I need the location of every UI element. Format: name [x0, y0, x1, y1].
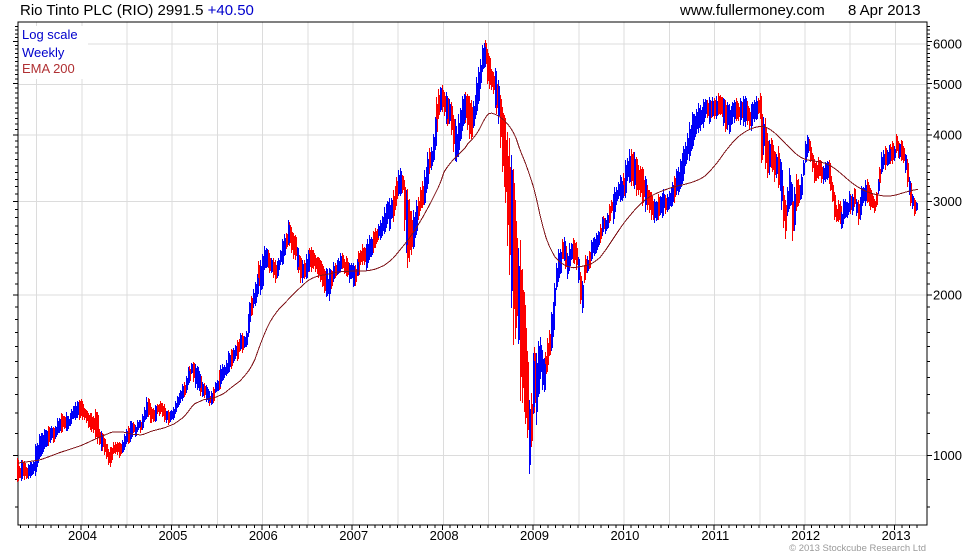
svg-text:2008: 2008 — [430, 528, 459, 543]
svg-text:Rio Tinto PLC (RIO) 2991.5 +40: Rio Tinto PLC (RIO) 2991.5 +40.50 — [20, 2, 254, 19]
svg-text:1000: 1000 — [933, 448, 962, 463]
svg-text:Log scale: Log scale — [22, 27, 78, 42]
svg-text:2006: 2006 — [249, 528, 278, 543]
svg-text:3000: 3000 — [933, 194, 962, 209]
svg-text:2013: 2013 — [882, 528, 911, 543]
svg-text:5000: 5000 — [933, 77, 962, 92]
svg-text:© 2013 Stockcube Research Ltd: © 2013 Stockcube Research Ltd — [789, 543, 926, 554]
svg-text:www.fullermoney.com: www.fullermoney.com — [679, 2, 825, 19]
svg-text:2010: 2010 — [610, 528, 639, 543]
svg-text:2000: 2000 — [933, 288, 962, 303]
svg-text:2004: 2004 — [68, 528, 97, 543]
svg-text:EMA 200: EMA 200 — [22, 61, 75, 76]
svg-text:2012: 2012 — [791, 528, 820, 543]
svg-text:8 Apr 2013: 8 Apr 2013 — [848, 2, 921, 19]
svg-text:4000: 4000 — [933, 128, 962, 143]
svg-text:6000: 6000 — [933, 37, 962, 52]
svg-text:Weekly: Weekly — [22, 45, 65, 60]
svg-text:2005: 2005 — [158, 528, 187, 543]
svg-text:2011: 2011 — [701, 528, 729, 543]
svg-text:2007: 2007 — [339, 528, 368, 543]
svg-text:2009: 2009 — [520, 528, 549, 543]
